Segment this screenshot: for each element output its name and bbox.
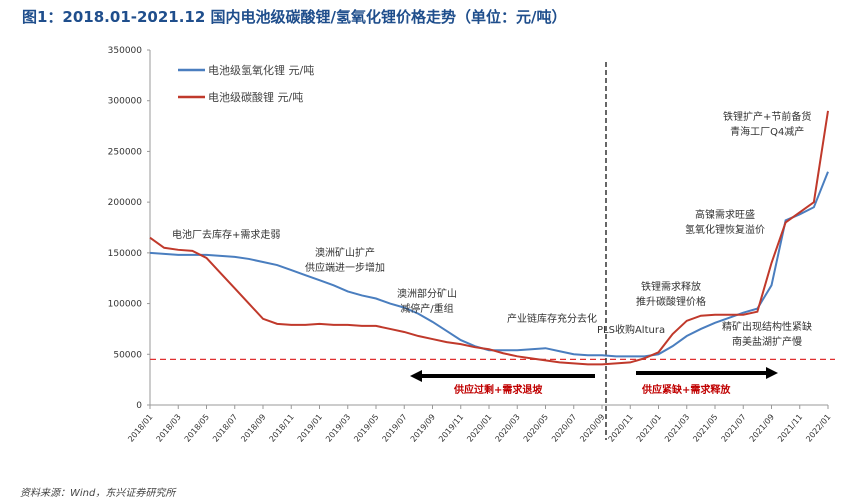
annotation-line: 青海工厂Q4减产	[730, 127, 805, 138]
x-tick-label: 2020/07	[550, 413, 578, 444]
y-tick-label: 250000	[108, 147, 143, 157]
x-tick-label: 2019/01	[296, 413, 324, 444]
y-tick-label: 300000	[108, 97, 143, 107]
y-tick-label: 200000	[108, 198, 143, 208]
annotation-line: 铁锂需求释放	[641, 282, 701, 293]
y-tick-label: 100000	[108, 300, 143, 310]
x-tick-label: 2021/05	[691, 413, 719, 444]
x-tick-label: 2019/05	[352, 413, 380, 444]
x-tick-label: 2018/11	[268, 413, 296, 444]
annotation-line: 铁锂扩产+节前备货	[723, 112, 812, 123]
chart-title: 图1：2018.01-2021.12 国内电池级碳酸锂/氢氧化锂价格走势（单位：…	[22, 8, 567, 26]
y-tick-label: 0	[136, 401, 142, 411]
arrow-label-left: 供应过剩+需求退坡	[454, 385, 543, 396]
x-tick-label: 2021/03	[663, 413, 691, 444]
x-tick-label: 2018/07	[211, 413, 239, 444]
annotation: 澳洲矿山扩产 供应端进一步增加	[305, 246, 385, 276]
annotation-line: 供应端进一步增加	[305, 263, 385, 274]
x-tick-label: 2020/11	[607, 413, 635, 444]
x-tick-label: 2018/01	[126, 413, 154, 444]
annotation: 澳洲部分矿山 减停产/重组	[397, 287, 457, 317]
x-tick-label: 2018/09	[239, 413, 267, 444]
annotation-line: 减停产/重组	[400, 304, 454, 315]
arrow-right-head	[766, 367, 778, 379]
annotation-line: 南美盐湖扩产慢	[732, 337, 802, 348]
annotation-line: 氢氧化锂恢复溢价	[685, 225, 765, 236]
x-tick-label: 2018/03	[155, 413, 183, 444]
annotation: 高镍需求旺盛 氢氧化锂恢复溢价	[685, 208, 765, 238]
x-tick-label: 2021/09	[748, 413, 776, 444]
y-tick-label: 50000	[113, 350, 142, 360]
x-tick-label: 2021/11	[776, 413, 804, 444]
x-tick-label: 2019/09	[409, 413, 437, 444]
annotation-line: 高镍需求旺盛	[695, 210, 755, 221]
arrow-left-head	[410, 370, 422, 382]
x-tick-label: 2022/01	[804, 413, 832, 444]
x-tick-label: 2020/09	[578, 413, 606, 444]
annotation-line: 精矿出现结构性紧缺	[722, 322, 812, 333]
annotation: 精矿出现结构性紧缺 南美盐湖扩产慢	[722, 320, 812, 350]
x-tick-label: 2018/05	[183, 413, 211, 444]
annotation: 铁锂扩产+节前备货 青海工厂Q4减产	[723, 110, 811, 140]
annotation: PLS收购Altura	[597, 325, 666, 336]
source-note: 资料来源：Wind，东兴证券研究所	[20, 488, 176, 499]
x-tick-label: 2021/07	[720, 413, 748, 444]
legend-label: 电池级碳酸锂 元/吨	[208, 90, 303, 104]
annotation-line: 澳洲部分矿山	[397, 289, 457, 300]
x-tick-label: 2019/07	[381, 413, 409, 444]
x-tick-label: 2021/01	[635, 413, 663, 444]
arrow-label-right: 供应紧缺+需求释放	[642, 385, 731, 396]
x-tick-label: 2019/11	[437, 413, 465, 444]
annotation: 产业链库存充分去化	[507, 314, 597, 325]
legend-label: 电池级氢氧化锂 元/吨	[208, 63, 314, 77]
x-tick-label: 2020/05	[522, 413, 550, 444]
x-tick-label: 2019/03	[324, 413, 352, 444]
y-tick-label: 350000	[108, 46, 143, 56]
annotation: 电池厂去库存+需求走弱	[172, 230, 281, 241]
x-tick-label: 2020/01	[465, 413, 493, 444]
x-tick-label: 2020/03	[494, 413, 522, 444]
annotation: 铁锂需求释放 推升碳酸锂价格	[636, 280, 706, 310]
series-line-carbonate	[149, 110, 829, 366]
annotation-line: 澳洲矿山扩产	[315, 248, 375, 259]
annotation-line: 推升碳酸锂价格	[636, 297, 706, 308]
y-tick-label: 150000	[108, 249, 143, 259]
